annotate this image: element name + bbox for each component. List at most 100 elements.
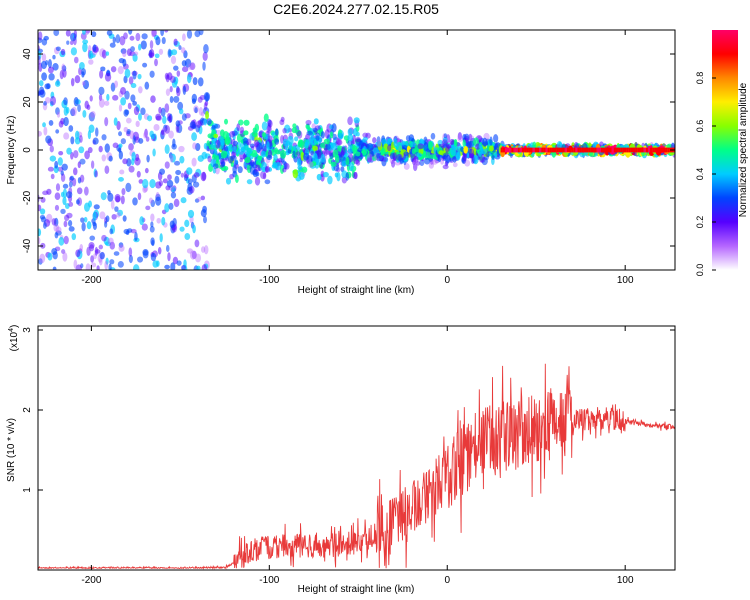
spectrogram-point	[532, 141, 537, 150]
spectrogram-point	[120, 138, 126, 145]
spectrogram-point	[263, 113, 269, 122]
spectrogram-point	[426, 150, 431, 160]
spectrogram-point	[130, 83, 137, 89]
spectrogram-point	[83, 216, 88, 223]
colorbar-tick-label: 0.8	[695, 72, 705, 85]
spectrogram-point	[140, 40, 147, 50]
spectrogram-point	[60, 191, 65, 198]
spectrogram-point	[144, 167, 149, 174]
spectrogram-point	[165, 74, 170, 83]
spectrogram-point	[348, 162, 354, 172]
spectrogram-point	[192, 77, 198, 86]
spectrogram-point	[170, 186, 176, 193]
spectrogram-point	[207, 133, 214, 139]
x-tick-label: 100	[617, 575, 634, 586]
spectrogram-point	[132, 197, 138, 206]
spectrogram-point	[88, 241, 95, 249]
spectrogram-point	[44, 83, 50, 90]
spectrogram-band-cell	[513, 147, 516, 153]
spectrogram-point	[60, 48, 66, 56]
spectrogram-point	[164, 161, 170, 169]
spectrogram-band-cell	[622, 147, 625, 153]
spectrogram-point	[63, 116, 69, 127]
spectrogram-point	[143, 131, 148, 139]
spectrogram-point	[112, 94, 119, 101]
spectrogram-point	[73, 36, 77, 46]
spectrogram-point	[86, 221, 92, 230]
spectrogram-point	[38, 204, 42, 212]
spectrogram-point	[42, 190, 49, 196]
spectrogram-point	[165, 185, 171, 191]
spectrogram-point	[106, 93, 110, 101]
spectrogram-point	[186, 248, 193, 254]
spectrogram-point	[203, 102, 208, 111]
spectrogram-point	[232, 140, 238, 146]
spectrogram-point	[167, 174, 172, 181]
spectrogram-point	[207, 155, 212, 163]
spectrogram-point	[101, 154, 107, 162]
spectrogram-point	[178, 145, 185, 153]
spectrogram-point	[214, 139, 221, 149]
spectrogram-point	[70, 47, 78, 56]
spectrogram-point	[150, 133, 155, 140]
spectrogram-point	[88, 59, 94, 65]
spectrogram-point	[80, 32, 87, 40]
spectrogram-point	[164, 264, 170, 270]
spectrogram-point	[55, 129, 60, 134]
spectrogram-point	[181, 66, 189, 73]
spectrogram-x-label: Height of straight line (km)	[298, 285, 415, 296]
spectrogram-point	[40, 216, 47, 223]
spectrogram-point	[291, 127, 298, 134]
spectrogram-point	[155, 181, 162, 189]
spectrogram-point	[63, 132, 70, 140]
snr-background	[38, 326, 675, 570]
spectrogram-point	[260, 170, 267, 180]
spectrogram-point	[66, 147, 72, 155]
spectrogram-point	[65, 30, 71, 37]
spectrogram-point	[132, 51, 139, 56]
spectrogram-point	[134, 157, 141, 166]
spectrogram-point	[455, 151, 461, 159]
spectrogram-point	[82, 42, 88, 53]
spectrogram-point	[118, 177, 124, 182]
spectrogram-point	[150, 252, 157, 262]
y-tick-label: 2	[22, 407, 33, 413]
spectrogram-point	[203, 142, 208, 150]
spectrogram-point	[64, 203, 70, 210]
colorbar-tick-label: 0.0	[695, 264, 705, 277]
spectrogram-point	[172, 138, 176, 148]
spectrogram-point	[174, 175, 180, 184]
spectrogram-point	[82, 79, 90, 90]
spectrogram-point	[198, 106, 204, 116]
spectrogram-point	[98, 98, 105, 108]
spectrogram-point	[372, 137, 377, 144]
spectrogram-point	[189, 62, 196, 71]
colorbar-tick-label: 0.6	[695, 120, 705, 133]
spectrogram-point	[392, 152, 397, 161]
spectrogram-point	[398, 155, 402, 162]
x-tick-label: -100	[259, 575, 279, 586]
spectrogram-y-label: Frequency (Hz)	[6, 116, 17, 185]
spectrogram-point	[260, 150, 266, 157]
spectrogram-point	[42, 122, 46, 128]
spectrogram-point	[355, 159, 361, 166]
spectrogram-point	[129, 130, 135, 140]
spectrogram-point	[81, 222, 86, 232]
spectrogram-point	[130, 94, 136, 103]
spectrogram-point	[73, 150, 79, 159]
spectrogram-band-cell	[600, 147, 604, 153]
spectrogram-point	[214, 123, 221, 129]
spectrogram-point	[442, 164, 449, 170]
spectrogram-point	[187, 209, 195, 219]
spectrogram-point	[38, 258, 43, 265]
spectrogram-point	[39, 253, 46, 264]
spectrogram-point	[69, 175, 75, 181]
spectrogram-point	[57, 157, 63, 166]
spectrogram-marks	[38, 30, 675, 270]
spectrogram-point	[128, 143, 134, 151]
spectrogram-point	[320, 142, 326, 149]
spectrogram-point	[112, 36, 116, 44]
spectrogram-point	[170, 153, 176, 163]
spectrogram-point	[135, 32, 141, 42]
spectrogram-point	[82, 30, 86, 35]
